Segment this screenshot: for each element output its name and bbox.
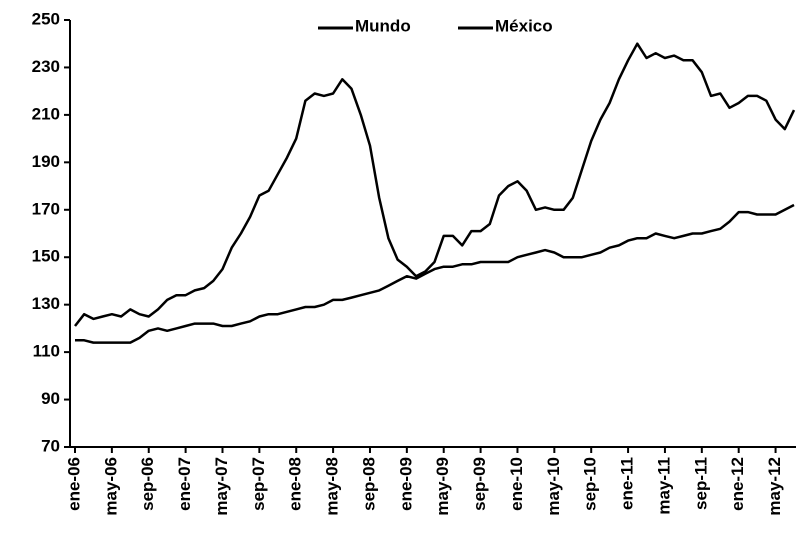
x-tick-label: may-06 [101, 457, 120, 516]
x-tick-label: sep-10 [581, 457, 600, 511]
x-tick-label: ene-08 [286, 457, 305, 511]
x-tick-label: ene-11 [618, 457, 637, 510]
y-tick-label: 250 [32, 9, 60, 28]
y-tick-label: 90 [41, 389, 60, 408]
y-tick-label: 170 [32, 199, 60, 218]
x-tick-label: may-10 [544, 457, 563, 516]
legend-label: México [495, 16, 553, 35]
x-tick-label: ene-07 [175, 457, 194, 511]
y-tick-label: 110 [33, 342, 60, 361]
y-tick-label: 70 [41, 436, 60, 455]
x-tick-label: may-08 [323, 457, 342, 516]
y-tick-label: 190 [32, 152, 60, 171]
x-tick-label: may-07 [212, 457, 231, 516]
x-tick-label: ene-12 [728, 457, 747, 511]
x-tick-label: sep-08 [359, 457, 378, 511]
x-tick-label: ene-10 [507, 457, 526, 511]
x-tick-label: ene-09 [396, 457, 415, 511]
series-line [75, 203, 795, 344]
x-tick-label: sep-11 [691, 457, 710, 510]
y-tick-label: 230 [32, 57, 60, 76]
x-tick-label: sep-07 [249, 457, 268, 511]
y-tick-label: 210 [32, 104, 60, 123]
series-line [74, 42, 796, 327]
x-tick-label: sep-06 [138, 457, 157, 511]
x-tick-label: ene-06 [64, 457, 83, 511]
legend-label: Mundo [355, 16, 411, 35]
x-tick-label: may-09 [433, 457, 452, 516]
x-tick-label: sep-09 [470, 457, 489, 511]
x-tick-label: may-11 [654, 457, 673, 515]
y-tick-label: 130 [32, 294, 60, 313]
y-tick-label: 150 [32, 247, 60, 266]
x-tick-label: may-12 [765, 457, 784, 516]
